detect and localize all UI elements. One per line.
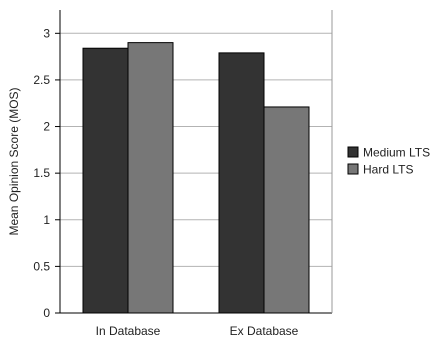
legend-label: Medium LTS: [363, 146, 430, 160]
x-axis-ticks: In Database Ex Database: [96, 324, 299, 338]
bars: [82, 42, 310, 314]
y-tick-label: 3: [43, 26, 50, 40]
y-axis-ticks: 0 0.5 1 1.5 2 2.5 3: [33, 26, 60, 320]
y-tick-label: 0.5: [33, 259, 50, 273]
legend-swatch: [347, 163, 359, 175]
legend-label: Hard LTS: [363, 163, 413, 177]
legend-swatch: [347, 146, 359, 158]
y-tick-label: 1.5: [33, 166, 50, 180]
legend: Medium LTS Hard LTS: [347, 146, 430, 177]
y-tick-label: 2.5: [33, 73, 50, 87]
bar-medium-lts: [82, 47, 129, 314]
bar-hard-lts: [127, 42, 174, 314]
bar-medium-lts: [218, 52, 265, 314]
y-tick-label: 2: [43, 120, 50, 134]
y-tick-label: 1: [43, 213, 50, 227]
x-tick-label: Ex Database: [230, 324, 299, 338]
y-axis-title: Mean Opinion Score (MOS): [7, 87, 21, 235]
bar-hard-lts: [263, 106, 310, 314]
y-tick-label: 0: [43, 306, 50, 320]
x-tick-label: In Database: [96, 324, 161, 338]
